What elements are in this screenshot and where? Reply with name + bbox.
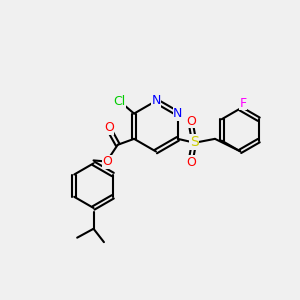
Text: O: O bbox=[102, 155, 112, 168]
Text: O: O bbox=[186, 115, 196, 128]
Text: F: F bbox=[240, 97, 247, 110]
Text: N: N bbox=[151, 94, 160, 107]
Text: O: O bbox=[186, 156, 196, 169]
Text: N: N bbox=[173, 107, 182, 120]
Text: Cl: Cl bbox=[113, 95, 125, 108]
Text: S: S bbox=[190, 135, 199, 149]
Text: O: O bbox=[104, 122, 114, 134]
